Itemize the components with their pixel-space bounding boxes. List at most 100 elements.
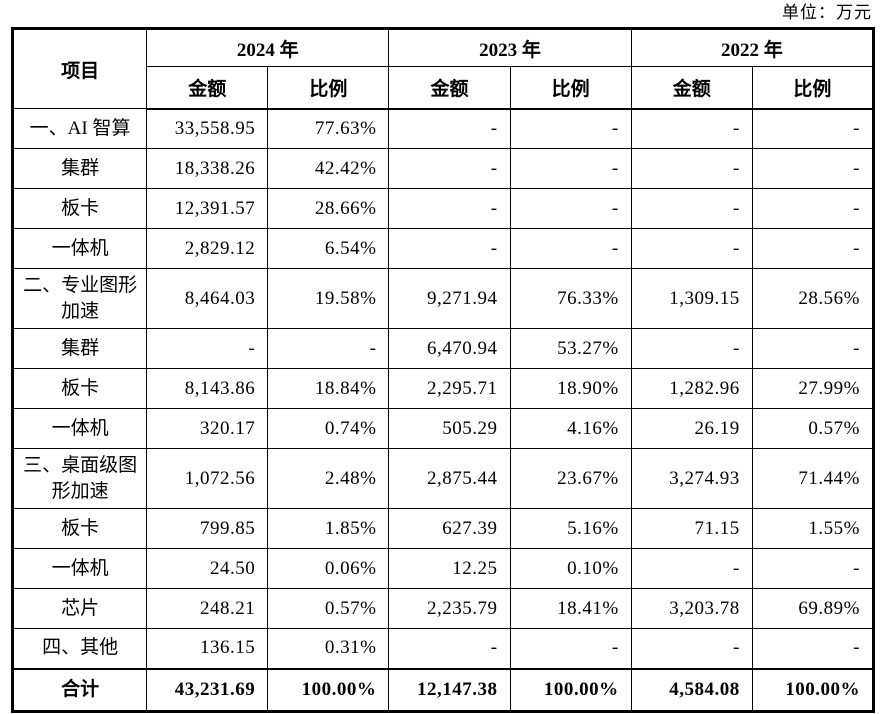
amount-cell: 24.50	[146, 548, 269, 589]
amount-cell: -	[630, 548, 753, 589]
ratio-cell: 18.90%	[509, 368, 632, 409]
ratio-cell: -	[509, 108, 632, 149]
amount-cell: 8,464.03	[146, 268, 269, 329]
ratio-cell: -	[509, 628, 632, 669]
ratio-cell: 100.00%	[751, 668, 875, 712]
amount-cell: -	[388, 108, 511, 149]
ratio-cell: 18.84%	[267, 368, 390, 409]
amount-cell: 71.15	[630, 508, 753, 549]
amount-cell: -	[388, 148, 511, 189]
table-body: 一、AI 智算 33,558.95 77.63% - - - - 集群 18,338.26 42.…	[11, 108, 875, 712]
table-row: 一体机 320.17 0.74% 505.29 4.16% 26.19 0.57%	[11, 408, 875, 449]
header-year-2022: 2022 年	[630, 28, 875, 67]
table-row: 一体机 2,829.12 6.54% - - - -	[11, 228, 875, 269]
header-year-2024: 2024 年	[146, 28, 390, 67]
amount-cell: 136.15	[146, 628, 269, 669]
amount-cell: -	[388, 188, 511, 229]
table-row: 板卡 12,391.57 28.66% - - - -	[11, 188, 875, 229]
amount-cell: 4,584.08	[630, 668, 753, 712]
amount-cell: -	[388, 228, 511, 269]
header-amount-2024: 金额	[146, 66, 269, 110]
amount-cell: 2,235.79	[388, 588, 511, 629]
ratio-cell: 0.57%	[751, 408, 875, 449]
ratio-cell: 100.00%	[267, 668, 390, 712]
amount-cell: 3,203.78	[630, 588, 753, 629]
ratio-cell: 28.56%	[751, 268, 875, 329]
amount-cell: 3,274.93	[630, 448, 753, 509]
ratio-cell: -	[751, 628, 875, 669]
amount-cell: 9,271.94	[388, 268, 511, 329]
table-row: 一体机 24.50 0.06% 12.25 0.10% - -	[11, 548, 875, 589]
table-row: 三、桌面级图形加速 1,072.56 2.48% 2,875.44 23.67% 3,27…	[11, 448, 875, 509]
ratio-cell: -	[751, 108, 875, 149]
item-cell: 集群	[11, 148, 148, 189]
item-cell: 三、桌面级图形加速	[11, 448, 148, 509]
ratio-cell: 1.85%	[267, 508, 390, 549]
ratio-cell: 42.42%	[267, 148, 390, 189]
amount-cell: 2,295.71	[388, 368, 511, 409]
amount-cell: 12,391.57	[146, 188, 269, 229]
ratio-cell: 2.48%	[267, 448, 390, 509]
amount-cell: -	[630, 148, 753, 189]
item-cell: 合计	[11, 668, 148, 712]
ratio-cell: 0.06%	[267, 548, 390, 589]
amount-cell: 2,875.44	[388, 448, 511, 509]
table-header: 项目 2024 年 2023 年 2022 年 金额 比例 金额 比例 金额 比…	[11, 28, 875, 110]
ratio-cell: -	[509, 228, 632, 269]
ratio-cell: -	[751, 148, 875, 189]
item-cell: 芯片	[11, 588, 148, 629]
ratio-cell: 28.66%	[267, 188, 390, 229]
amount-cell: 1,309.15	[630, 268, 753, 329]
ratio-cell: 100.00%	[509, 668, 632, 712]
amount-cell: 799.85	[146, 508, 269, 549]
amount-cell: -	[146, 328, 269, 369]
amount-cell: 1,072.56	[146, 448, 269, 509]
amount-cell: -	[630, 188, 753, 229]
ratio-cell: 53.27%	[509, 328, 632, 369]
ratio-cell: 77.63%	[267, 108, 390, 149]
amount-cell: 12,147.38	[388, 668, 511, 712]
ratio-cell: -	[751, 328, 875, 369]
subheader-row: 金额 比例 金额 比例 金额 比例	[13, 66, 875, 110]
ratio-cell: 0.31%	[267, 628, 390, 669]
amount-cell: 18,338.26	[146, 148, 269, 189]
amount-cell: 33,558.95	[146, 108, 269, 149]
ratio-cell: 1.55%	[751, 508, 875, 549]
amount-cell: -	[630, 228, 753, 269]
ratio-cell: 5.16%	[509, 508, 632, 549]
header-ratio-2023: 比例	[509, 66, 632, 110]
ratio-cell: -	[751, 188, 875, 229]
amount-cell: -	[630, 628, 753, 669]
table-row: 四、其他 136.15 0.31% - - - -	[11, 628, 875, 669]
unit-label: 单位：万元	[782, 3, 872, 22]
amount-cell: 320.17	[146, 408, 269, 449]
amount-cell: 1,282.96	[630, 368, 753, 409]
item-cell: 一体机	[11, 548, 148, 589]
header-item: 项目	[11, 28, 148, 109]
table-row: 二、专业图形加速 8,464.03 19.58% 9,271.94 76.33% 1,30…	[11, 268, 875, 329]
ratio-cell: 0.57%	[267, 588, 390, 629]
ratio-cell: 76.33%	[509, 268, 632, 329]
total-row: 合计 43,231.69 100.00% 12,147.38 100.00% 4,584.…	[11, 668, 875, 712]
item-cell: 集群	[11, 328, 148, 369]
ratio-cell: 27.99%	[751, 368, 875, 409]
ratio-cell: 18.41%	[509, 588, 632, 629]
ratio-cell: 19.58%	[267, 268, 390, 329]
header-ratio-2022: 比例	[751, 66, 875, 110]
amount-cell: 12.25	[388, 548, 511, 589]
amount-cell: 26.19	[630, 408, 753, 449]
ratio-cell: -	[509, 148, 632, 189]
item-cell: 板卡	[11, 508, 148, 549]
ratio-cell: -	[267, 328, 390, 369]
ratio-cell: 0.10%	[509, 548, 632, 589]
year-header-row: 项目 2024 年 2023 年 2022 年	[11, 28, 875, 109]
header-amount-2022: 金额	[630, 66, 753, 110]
table-row: 板卡 8,143.86 18.84% 2,295.71 18.90% 1,282.96 27…	[11, 368, 875, 409]
amount-cell: -	[388, 628, 511, 669]
revenue-breakdown-table: 项目 2024 年 2023 年 2022 年 金额 比例 金额 比例 金额 比…	[11, 27, 875, 713]
item-cell: 板卡	[11, 368, 148, 409]
item-cell: 四、其他	[11, 628, 148, 669]
header-year-2023: 2023 年	[388, 28, 632, 67]
table-row: 芯片 248.21 0.57% 2,235.79 18.41% 3,203.78 69.89…	[11, 588, 875, 629]
amount-cell: 505.29	[388, 408, 511, 449]
